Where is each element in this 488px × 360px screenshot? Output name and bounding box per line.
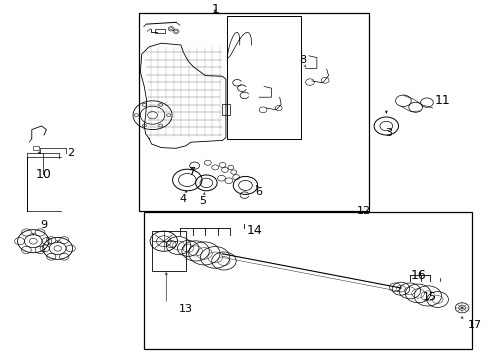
Text: 13: 13 [179, 303, 192, 314]
Text: 7: 7 [188, 167, 195, 177]
Text: 1: 1 [211, 3, 219, 15]
Text: 4: 4 [180, 194, 186, 204]
Text: 15: 15 [423, 292, 436, 302]
Text: 8: 8 [299, 55, 306, 66]
Text: 16: 16 [409, 269, 425, 282]
Bar [155, 29, 164, 33]
Text: 12: 12 [357, 206, 370, 216]
Text: 2: 2 [67, 148, 74, 158]
Bar [222, 104, 229, 115]
Text: 9: 9 [41, 220, 47, 230]
Text: 5: 5 [199, 195, 206, 206]
Bar [151, 231, 185, 271]
Bar [227, 16, 300, 139]
Bar [144, 212, 471, 349]
Text: 10: 10 [36, 168, 52, 181]
Bar [33, 146, 39, 150]
Bar [139, 13, 368, 211]
Text: 11: 11 [434, 94, 449, 107]
Text: 17: 17 [468, 320, 481, 330]
Text: 3: 3 [385, 128, 391, 138]
Text: 6: 6 [255, 186, 262, 197]
Text: 14: 14 [246, 224, 262, 237]
